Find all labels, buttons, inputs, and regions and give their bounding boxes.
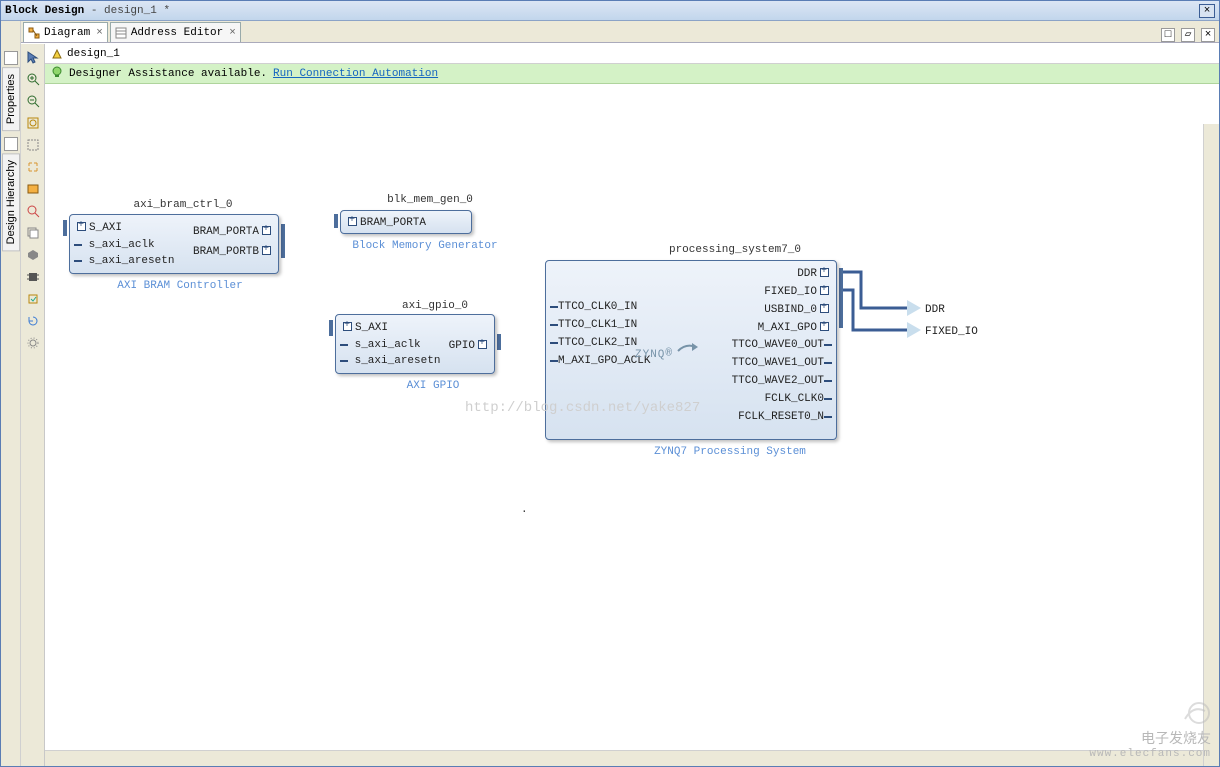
tab-address-editor[interactable]: Address Editor × bbox=[110, 22, 241, 42]
tool-search[interactable] bbox=[24, 202, 42, 220]
ip-bmg-caption: Block Memory Generator bbox=[325, 240, 525, 252]
ip-bmg-block[interactable]: BRAM_PORTA bbox=[340, 210, 472, 234]
breadcrumb: design_1 bbox=[45, 44, 1219, 64]
bus-stub bbox=[334, 214, 338, 228]
ip-gpio-title: axi_gpio_0 bbox=[375, 300, 495, 312]
ip-gpio-caption: AXI GPIO bbox=[373, 380, 493, 392]
main-area: Diagram × Address Editor × □ ▱ × bbox=[21, 21, 1219, 766]
port-bram-porta[interactable]: BRAM_PORTA bbox=[345, 216, 426, 229]
port-fixed-io[interactable]: FIXED_IO bbox=[764, 285, 832, 298]
port-ddr[interactable]: DDR bbox=[797, 267, 832, 280]
bus-stub bbox=[281, 224, 285, 258]
port-ttco-wave2-out[interactable]: TTCO_WAVE2_OUT bbox=[732, 375, 832, 387]
window-subtitle: - design_1 * bbox=[91, 5, 170, 17]
assist-bar: Designer Assistance available. Run Conne… bbox=[45, 64, 1219, 84]
diagram-icon bbox=[28, 27, 40, 39]
port-s-axi-aresetn[interactable]: s_axi_aresetn bbox=[74, 255, 174, 267]
tool-cursor[interactable] bbox=[24, 48, 42, 66]
lightbulb-icon bbox=[51, 66, 63, 82]
ip-bram-block[interactable]: S_AXI s_axi_aclk s_axi_aresetn BRAM_PORT… bbox=[69, 214, 279, 274]
assist-text: Designer Assistance available. bbox=[69, 68, 267, 80]
design-hierarchy-tab[interactable]: Design Hierarchy bbox=[2, 153, 20, 251]
port-ttco-wave0-out[interactable]: TTCO_WAVE0_OUT bbox=[732, 339, 832, 351]
port-s-axi[interactable]: S_AXI bbox=[340, 321, 388, 334]
zynq-logo: ZYNQ® bbox=[635, 340, 702, 366]
run-connection-automation-link[interactable]: Run Connection Automation bbox=[273, 68, 438, 80]
tool-zoom-in[interactable] bbox=[24, 70, 42, 88]
port-ttco-clk1-in[interactable]: TTCO_CLK1_IN bbox=[550, 319, 637, 331]
address-editor-icon bbox=[115, 27, 127, 39]
tool-validate[interactable] bbox=[24, 246, 42, 264]
ip-bmg-title: blk_mem_gen_0 bbox=[360, 194, 500, 206]
tool-chip[interactable] bbox=[24, 268, 42, 286]
ip-gpio-block[interactable]: S_AXI s_axi_aclk s_axi_aresetn GPIO bbox=[335, 314, 495, 374]
port-fclk-reset0-n[interactable]: FCLK_RESET0_N bbox=[738, 411, 832, 423]
tool-add-ip[interactable] bbox=[24, 180, 42, 198]
bus-stub bbox=[497, 334, 501, 350]
tool-zoom-out[interactable] bbox=[24, 92, 42, 110]
tab-diagram[interactable]: Diagram × bbox=[23, 22, 108, 42]
port-s-axi-aresetn[interactable]: s_axi_aresetn bbox=[340, 355, 440, 367]
port-ttco-clk0-in[interactable]: TTCO_CLK0_IN bbox=[550, 301, 637, 313]
ext-port-fixed-io[interactable]: FIXED_IO bbox=[907, 322, 974, 342]
float-icon[interactable]: ▱ bbox=[1181, 28, 1195, 42]
wire-fixed-io bbox=[837, 284, 917, 364]
window-close-button[interactable]: × bbox=[1199, 4, 1215, 18]
body: Properties Design Hierarchy Diagram × Ad… bbox=[1, 21, 1219, 766]
port-ttco-clk2-in[interactable]: TTCO_CLK2_IN bbox=[550, 337, 637, 349]
titlebar: Block Design - design_1 * × bbox=[1, 1, 1219, 21]
tool-auto-fit[interactable] bbox=[24, 158, 42, 176]
port-s-axi-aclk[interactable]: s_axi_aclk bbox=[74, 239, 155, 251]
properties-icon[interactable] bbox=[4, 51, 18, 65]
ip-ps7-caption: ZYNQ7 Processing System bbox=[615, 446, 845, 458]
port-bram-porta[interactable]: BRAM_PORTA bbox=[193, 225, 274, 238]
breadcrumb-name[interactable]: design_1 bbox=[67, 48, 120, 60]
design-icon bbox=[51, 48, 63, 60]
scrollbar-vertical[interactable] bbox=[1203, 124, 1219, 766]
tool-zoom-fit[interactable] bbox=[24, 114, 42, 132]
port-bram-portb[interactable]: BRAM_PORTB bbox=[193, 245, 274, 258]
scrollbar-horizontal[interactable] bbox=[45, 750, 1203, 766]
tabstrip-tools: □ ▱ × bbox=[1161, 28, 1219, 42]
diagram-toolbar bbox=[21, 44, 45, 766]
hierarchy-icon[interactable] bbox=[4, 137, 18, 151]
port-s-axi[interactable]: S_AXI bbox=[74, 221, 122, 234]
window-title: Block Design bbox=[5, 5, 84, 17]
canvas-wrap: design_1 Designer Assistance available. … bbox=[45, 44, 1219, 766]
tab-address-editor-label: Address Editor bbox=[131, 27, 223, 39]
tool-refresh[interactable] bbox=[24, 312, 42, 330]
tool-select[interactable] bbox=[24, 136, 42, 154]
port-gpio[interactable]: GPIO bbox=[449, 339, 490, 352]
bus-stub bbox=[839, 268, 843, 328]
port-m-axi-gpo[interactable]: M_AXI_GPO bbox=[758, 321, 832, 334]
editor: design_1 Designer Assistance available. … bbox=[21, 43, 1219, 766]
close-tab-icon[interactable]: × bbox=[96, 27, 103, 39]
close-icon[interactable]: × bbox=[1201, 28, 1215, 42]
port-fclk-clk0[interactable]: FCLK_CLK0 bbox=[765, 393, 832, 405]
canvas[interactable]: axi_bram_ctrl_0 S_AXI s_axi_aclk s_axi_a… bbox=[45, 84, 1219, 766]
tool-settings[interactable] bbox=[24, 334, 42, 352]
port-usbind-0[interactable]: USBIND_0 bbox=[764, 303, 832, 316]
window: Block Design - design_1 * × Properties D… bbox=[0, 0, 1220, 767]
tool-layers[interactable] bbox=[24, 224, 42, 242]
ip-ps7-title: processing_system7_0 bbox=[635, 244, 835, 256]
left-side-tabs: Properties Design Hierarchy bbox=[1, 21, 21, 766]
port-ttco-wave1-out[interactable]: TTCO_WAVE1_OUT bbox=[732, 357, 832, 369]
stray-dot: . bbox=[521, 504, 528, 516]
watermark: http://blog.csdn.net/yake827 bbox=[465, 400, 700, 416]
port-s-axi-aclk[interactable]: s_axi_aclk bbox=[340, 339, 421, 351]
footer-logo: 电子发烧友 www.elecfans.com bbox=[1089, 695, 1211, 760]
bus-stub bbox=[329, 320, 333, 336]
tab-diagram-label: Diagram bbox=[44, 27, 90, 39]
wire-ddr bbox=[837, 266, 917, 346]
bus-stub bbox=[63, 220, 67, 236]
ip-bram-title: axi_bram_ctrl_0 bbox=[103, 199, 263, 211]
ip-bram-caption: AXI BRAM Controller bbox=[95, 280, 265, 292]
tool-regenerate[interactable] bbox=[24, 290, 42, 308]
close-tab-icon[interactable]: × bbox=[229, 27, 236, 39]
maximize-icon[interactable]: □ bbox=[1161, 28, 1175, 42]
tabstrip: Diagram × Address Editor × □ ▱ × bbox=[21, 21, 1219, 43]
properties-tab[interactable]: Properties bbox=[2, 67, 20, 131]
ext-port-ddr[interactable]: DDR bbox=[907, 300, 941, 320]
